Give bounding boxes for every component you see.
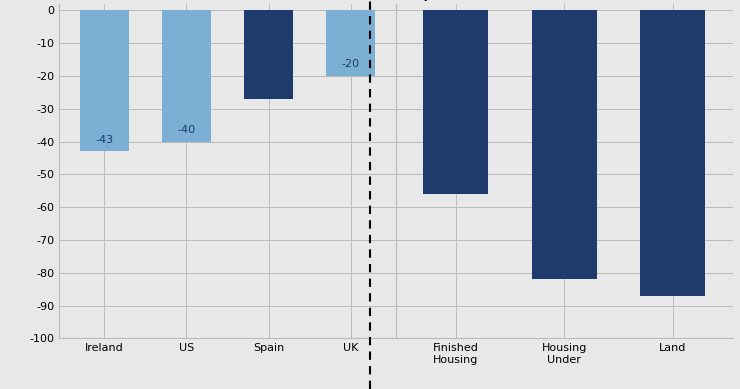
Title: House Price Declines From Peak to Now, %: House Price Declines From Peak to Now, % <box>78 0 377 1</box>
Text: -27: -27 <box>260 82 278 93</box>
Text: -87: -87 <box>664 279 682 289</box>
Bar <box>80 11 129 151</box>
Text: -40: -40 <box>178 125 195 135</box>
Bar <box>640 11 705 296</box>
Bar <box>531 11 597 279</box>
Text: Price declines compatible with new coverage
ratios (RDL 2/2012) and average LTV : Price declines compatible with new cover… <box>396 0 717 1</box>
Text: -20: -20 <box>342 60 360 70</box>
Bar <box>423 11 488 194</box>
Text: -56: -56 <box>447 177 465 187</box>
Bar <box>244 11 293 99</box>
Bar <box>162 11 211 142</box>
Text: -82: -82 <box>555 263 574 273</box>
Text: -43: -43 <box>95 135 113 145</box>
Bar <box>326 11 375 76</box>
